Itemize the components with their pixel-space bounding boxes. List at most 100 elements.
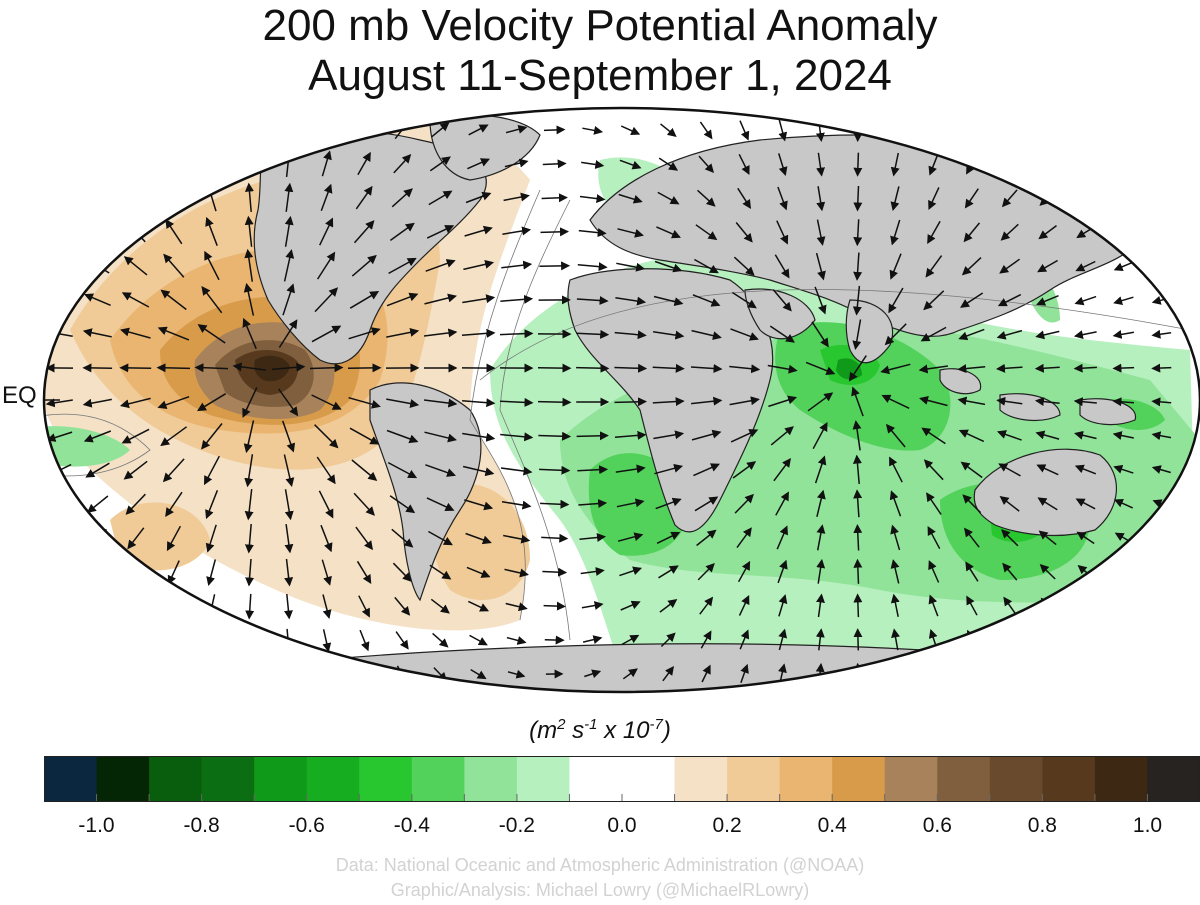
velocity-vector	[206, 629, 216, 653]
velocity-vector	[316, 251, 336, 280]
velocity-vector	[777, 559, 788, 584]
velocity-vector	[128, 152, 143, 175]
velocity-vector	[284, 182, 294, 212]
velocity-vector	[120, 327, 151, 339]
velocity-vector	[1037, 497, 1058, 511]
velocity-vector	[1154, 600, 1169, 612]
velocity-vector	[659, 598, 678, 613]
velocity-vector	[576, 431, 609, 441]
velocity-vector	[462, 294, 496, 304]
velocity-vector	[52, 121, 67, 138]
velocity-vector	[1003, 155, 1017, 174]
velocity-vector	[129, 595, 143, 618]
colorbar-swatch	[727, 756, 781, 802]
velocity-vector	[1079, 632, 1093, 647]
velocity-vector	[428, 530, 453, 546]
velocity-vector	[620, 600, 641, 611]
colorbar-ticks: -1.0 -0.8 -0.6 -0.4 -0.2 0.0 0.2 0.4 0.6 0.8 1.0	[0, 814, 1200, 844]
velocity-vector	[1075, 498, 1096, 510]
velocity-vector	[1151, 329, 1172, 339]
velocity-vector	[730, 328, 759, 341]
velocity-vector	[581, 160, 605, 169]
velocity-vector	[54, 666, 66, 683]
velocity-vector	[504, 158, 529, 168]
velocity-vector	[1038, 530, 1057, 546]
velocity-vector	[462, 432, 496, 442]
velocity-vector	[816, 219, 826, 246]
velocity-vector	[1074, 464, 1097, 475]
velocity-vector	[92, 631, 104, 650]
colorbar-tick-label: -0.8	[183, 814, 220, 837]
velocity-vector	[928, 153, 939, 176]
velocity-vector	[542, 159, 567, 169]
velocity-vector	[848, 355, 867, 382]
velocity-vector	[928, 560, 940, 583]
velocity-vector	[500, 466, 533, 476]
velocity-vector	[121, 428, 150, 444]
velocity-vector	[853, 152, 863, 177]
velocity-vector	[890, 186, 900, 212]
velocity-vector	[468, 124, 489, 136]
velocity-vector	[653, 430, 685, 440]
velocity-vector	[168, 117, 179, 142]
velocity-vector	[736, 527, 752, 549]
velocity-vector	[662, 666, 674, 682]
velocity-vector	[207, 663, 217, 686]
velocity-vector	[1036, 295, 1059, 306]
colorbar-tick-label: 0.8	[1027, 814, 1057, 837]
velocity-vector	[127, 186, 145, 209]
velocity-vector	[582, 635, 603, 645]
velocity-vector	[616, 498, 645, 508]
velocity-vector	[168, 594, 179, 619]
velocity-vector	[242, 317, 257, 350]
velocity-vector	[167, 560, 180, 585]
analysis-credit: Graphic/Analysis: Michael Lowry (@Michae…	[390, 880, 810, 900]
colorbar-swatch	[884, 756, 938, 802]
velocity-vector	[697, 563, 715, 581]
velocity-vector	[1151, 465, 1171, 474]
velocity-vector	[927, 525, 941, 550]
velocity-vector	[232, 362, 266, 372]
velocity-vector	[395, 631, 409, 650]
velocity-vector	[48, 496, 71, 512]
velocity-vector	[243, 282, 255, 316]
velocity-vector	[424, 398, 458, 408]
velocity-vector	[353, 220, 375, 244]
velocity-vector	[160, 426, 188, 447]
velocity-vector	[201, 423, 223, 450]
velocity-vector	[50, 530, 70, 547]
velocity-vector	[691, 396, 723, 406]
velocity-vector	[816, 558, 826, 584]
velocity-vector	[998, 463, 1021, 477]
velocity-vector	[735, 222, 753, 243]
velocity-vector	[322, 629, 332, 653]
velocity-vector	[244, 454, 254, 488]
velocity-vector	[778, 119, 788, 142]
velocity-vector	[884, 323, 907, 346]
velocity-vector	[1153, 533, 1170, 543]
velocity-vector	[852, 285, 862, 316]
velocity-vector	[888, 287, 904, 314]
velocity-vector	[926, 492, 942, 515]
velocity-vector	[615, 296, 647, 306]
velocity-vector	[616, 262, 646, 272]
velocity-vector	[652, 397, 685, 407]
velocity-vector	[852, 454, 862, 484]
colorbar-swatch	[937, 756, 991, 802]
velocity-vector	[816, 152, 825, 177]
units-exponent: -1	[584, 716, 598, 733]
velocity-vector	[925, 255, 943, 278]
colorbar-swatch	[306, 756, 360, 802]
velocity-vector	[463, 259, 495, 271]
velocity-vector	[88, 528, 108, 548]
velocity-vector	[928, 187, 940, 210]
velocity-vector	[1113, 296, 1134, 305]
velocity-vector	[119, 397, 151, 409]
velocity-vector	[309, 363, 344, 373]
velocity-vector	[321, 150, 332, 177]
chart-title-line2: August 11-September 1, 2024	[308, 51, 892, 100]
velocity-vector	[91, 596, 105, 616]
velocity-vector	[852, 319, 862, 350]
velocity-vector	[206, 150, 216, 177]
velocity-vector	[1115, 192, 1132, 204]
